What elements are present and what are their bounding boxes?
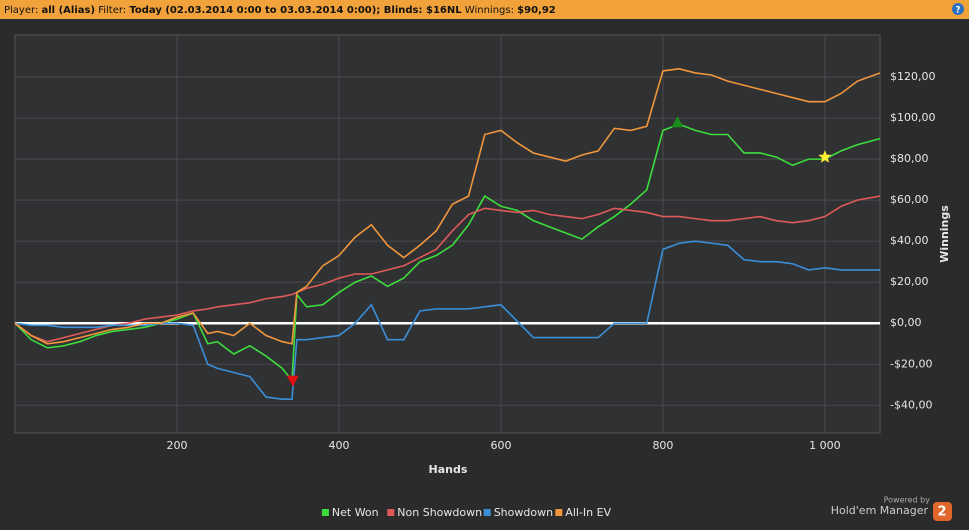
y-tick-label: $80,00 xyxy=(890,152,929,165)
y-tick-label: -$40,00 xyxy=(890,398,932,411)
x-tick-label: 200 xyxy=(166,439,187,452)
legend-label: Non Showdown xyxy=(397,506,482,519)
header-text: Player: all (Alias) Filter: Today (02.03… xyxy=(4,5,556,16)
legend-swatch xyxy=(555,509,563,516)
plot-area xyxy=(14,34,881,434)
legend-swatch xyxy=(321,509,329,516)
filter-label: Filter: xyxy=(98,5,126,16)
legend-label: Net Won xyxy=(332,506,379,519)
legend-label: Showdown xyxy=(494,506,553,519)
x-tick-label: 1 000 xyxy=(809,439,841,452)
help-icon[interactable]: ? xyxy=(955,6,960,16)
y-tick-label: $120,00 xyxy=(890,70,936,83)
brand: Hold'em Manager xyxy=(831,504,929,517)
y-tick-label: $0,00 xyxy=(890,316,922,329)
legend-swatch xyxy=(483,509,491,516)
x-tick-label: 400 xyxy=(328,439,349,452)
x-tick-label: 800 xyxy=(652,439,673,452)
y-tick-label: -$20,00 xyxy=(890,357,932,370)
y-tick-label: $60,00 xyxy=(890,193,929,206)
y-tick-label: $100,00 xyxy=(890,111,936,124)
series-line xyxy=(14,68,881,345)
y-axis-label: Winnings xyxy=(938,205,951,263)
legend-label: All-In EV xyxy=(565,506,611,519)
filter: Today (02.03.2014 0:00 to 03.03.2014 0:0… xyxy=(129,5,462,16)
marker xyxy=(286,375,299,387)
powered-by: Powered by xyxy=(884,496,931,505)
player: all (Alias) xyxy=(42,5,96,16)
series-line xyxy=(14,240,880,400)
help-button[interactable] xyxy=(952,3,964,15)
y-tick-label: $20,00 xyxy=(890,275,929,288)
player-label: Player: xyxy=(4,5,38,16)
winnings: $90,92 xyxy=(517,5,556,16)
brand-logo xyxy=(933,502,952,521)
top-bar xyxy=(0,0,969,19)
y-tick-label: $40,00 xyxy=(890,234,929,247)
winnings-label: Winnings: xyxy=(465,5,514,16)
legend-swatch xyxy=(387,509,395,516)
brand-version: 2 xyxy=(937,505,946,520)
marker xyxy=(818,150,832,163)
x-tick-label: 600 xyxy=(490,439,511,452)
marker xyxy=(671,116,684,128)
x-axis-label: Hands xyxy=(429,463,468,476)
series-line xyxy=(14,195,881,343)
